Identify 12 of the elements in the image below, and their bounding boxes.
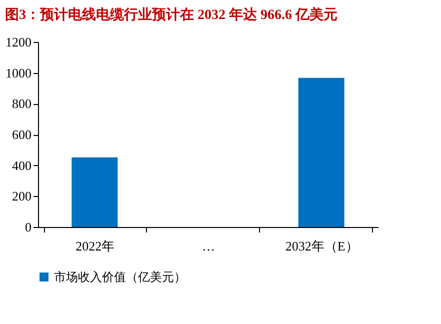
y-tick-label: 400: [12, 158, 32, 173]
y-tick-label: 200: [12, 188, 32, 204]
y-tick-label: 1200: [6, 34, 32, 50]
x-tick-label: 2022年: [76, 238, 115, 254]
y-tick-label: 600: [12, 127, 32, 142]
legend-label: 市场收入价值（亿美元）: [54, 270, 186, 284]
y-tick-label: 0: [25, 220, 32, 234]
chart-title: 图3：预计电线电缆行业预计在 2032 年达 966.6 亿美元: [5, 6, 338, 23]
y-tick-label: 1000: [6, 65, 32, 80]
x-tick-label: 2032年（E）: [285, 238, 358, 254]
x-tick-label: …: [202, 238, 215, 254]
y-tick-label: 800: [12, 96, 32, 112]
